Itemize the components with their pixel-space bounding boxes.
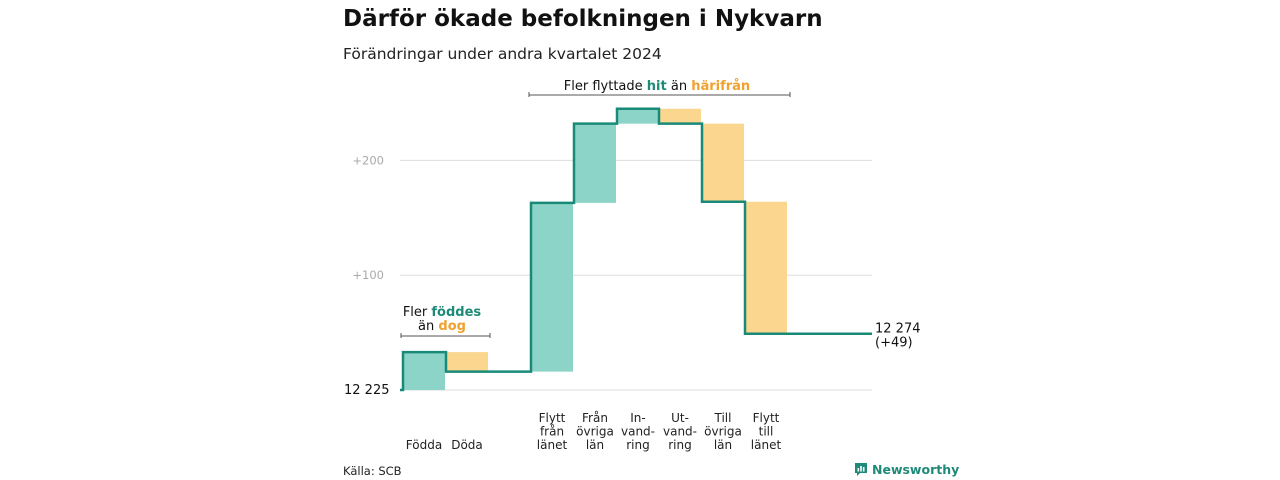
annotation-highlight-in: hit: [647, 79, 667, 94]
x-category-label: Flytt: [539, 411, 566, 425]
x-category-label: länet: [537, 438, 568, 452]
x-category-label: Födda: [406, 438, 442, 452]
end-value-label: 12 274: [875, 322, 921, 337]
annotation-moves-text: Fler flyttade hit än härifrån: [564, 79, 750, 94]
bar: [702, 123, 744, 202]
bar: [574, 123, 616, 203]
chart-subtitle: Förändringar under andra kvartalet 2024: [343, 45, 662, 63]
annotation-text: Fler flyttade: [564, 79, 647, 94]
bar: [531, 202, 573, 372]
brand-logo: Newsworthy: [854, 462, 959, 477]
start-value-label: 12 225: [344, 383, 390, 398]
x-category-label: vand-: [621, 425, 655, 439]
x-category-label: länet: [751, 438, 782, 452]
x-category-label: Från: [582, 411, 608, 425]
x-category-label: Till: [714, 411, 732, 425]
x-category-label: Döda: [451, 438, 483, 452]
annotation-text: än: [418, 319, 438, 334]
y-tick-label: +200: [352, 153, 384, 167]
annotation-births-bracket: [400, 333, 491, 338]
x-category-label: ring: [668, 438, 692, 452]
x-category-label: län: [714, 438, 732, 452]
x-category-label: In-: [630, 411, 645, 425]
bar: [745, 201, 787, 334]
end-change-label: (+49): [875, 336, 913, 351]
y-tick-label: +100: [352, 268, 384, 282]
x-category-label: vand-: [663, 425, 697, 439]
x-category-label: Ut-: [671, 411, 689, 425]
x-category-label: från: [540, 425, 564, 439]
x-category-label: ring: [626, 438, 650, 452]
annotation-births-line2: än dog: [418, 319, 466, 334]
annotation-highlight-in: föddes: [431, 305, 481, 320]
annotation-highlight-out: härifrån: [691, 79, 750, 94]
x-category-label: län: [586, 438, 604, 452]
cumulative-step-line: [400, 107, 872, 392]
x-category-label: Flytt: [753, 411, 780, 425]
bar: [617, 108, 659, 124]
brand-name: Newsworthy: [872, 462, 960, 477]
bar: [446, 352, 488, 372]
annotation-text: än: [667, 79, 691, 94]
annotation-births-line1: Fler föddes: [403, 305, 482, 320]
annotation-highlight-out: dog: [438, 319, 466, 334]
source-note: Källa: SCB: [343, 464, 402, 478]
bar: [659, 108, 701, 124]
annotation-moves-bracket: [528, 92, 791, 97]
x-category-label: till: [759, 425, 774, 439]
newsworthy-logo-icon: [855, 463, 867, 476]
annotation-text: Fler: [403, 305, 432, 320]
x-category-label: övriga: [576, 425, 614, 439]
chart-title: Därför ökade befolkningen i Nykvarn: [343, 6, 823, 32]
x-category-label: övriga: [704, 425, 742, 439]
bar: [403, 352, 445, 390]
